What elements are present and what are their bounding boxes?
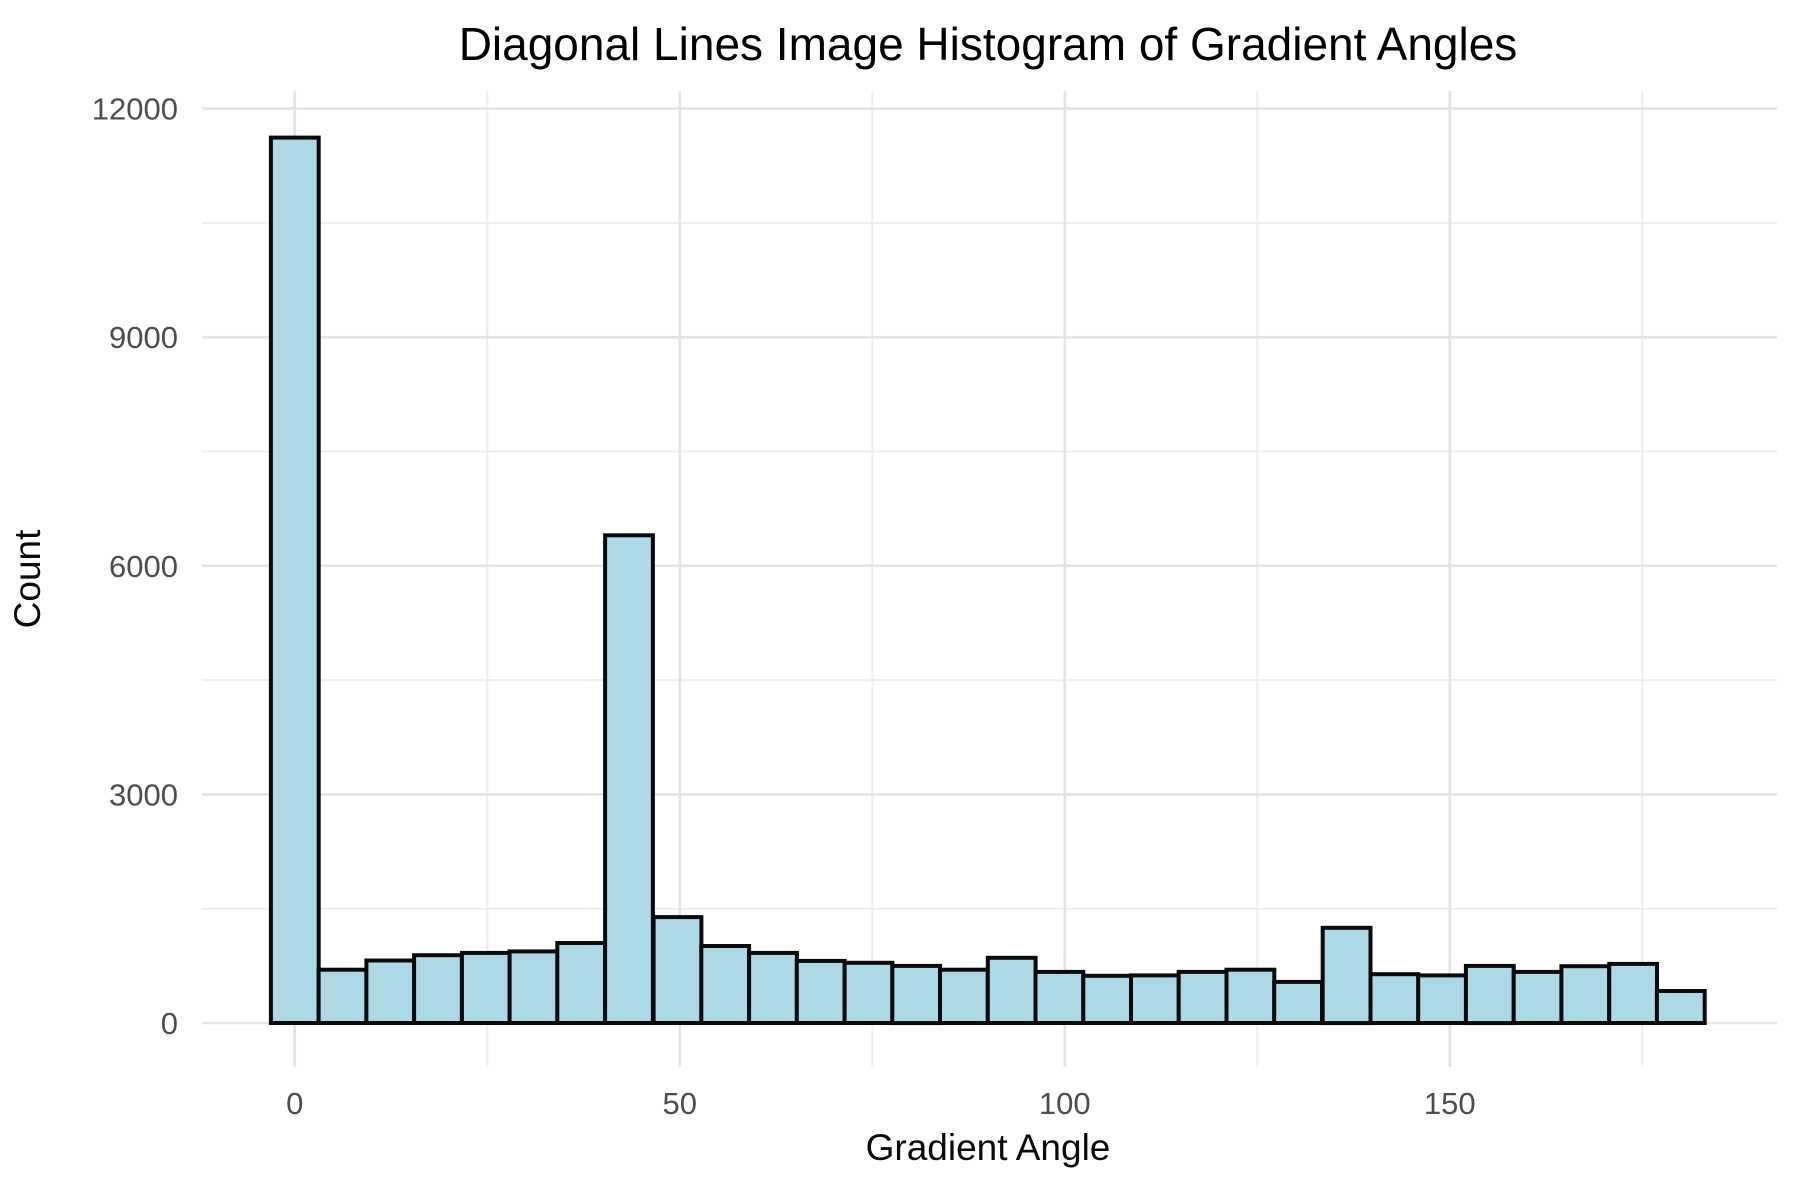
histogram-bar bbox=[1176, 969, 1229, 1026]
histogram-bar bbox=[842, 960, 895, 1025]
y-tick-label: 3000 bbox=[109, 777, 178, 812]
histogram-bars-group bbox=[268, 135, 1707, 1026]
y-tick-label: 0 bbox=[161, 1006, 178, 1041]
histogram-bar bbox=[747, 950, 799, 1026]
x-tick-label: 100 bbox=[1039, 1086, 1091, 1121]
histogram-bar bbox=[985, 955, 1038, 1025]
x-tick-label: 150 bbox=[1424, 1086, 1476, 1121]
y-axis-tick-labels: 0 3000 6000 9000 12000 bbox=[92, 92, 178, 1041]
histogram-bar bbox=[1320, 925, 1373, 1026]
histogram-bar bbox=[1416, 973, 1468, 1026]
histogram-bar bbox=[603, 533, 655, 1025]
histogram-bar bbox=[1654, 989, 1707, 1025]
histogram-bar bbox=[1511, 969, 1564, 1026]
x-axis-tick-labels: 0 50 100 150 bbox=[286, 1086, 1475, 1121]
y-axis-title: Count bbox=[7, 529, 48, 628]
histogram-bar bbox=[794, 958, 847, 1026]
minor-gridlines bbox=[202, 91, 1777, 1067]
x-axis-title: Gradient Angle bbox=[866, 1127, 1111, 1168]
histogram-bar bbox=[1368, 972, 1421, 1026]
x-tick-label: 0 bbox=[286, 1086, 303, 1121]
histogram-bar bbox=[1033, 969, 1086, 1026]
histogram-bar bbox=[938, 967, 990, 1026]
x-tick-label: 50 bbox=[663, 1086, 697, 1121]
plot-title: Diagonal Lines Image Histogram of Gradie… bbox=[459, 18, 1518, 70]
histogram-bar bbox=[1272, 979, 1324, 1026]
histogram-bar bbox=[1129, 973, 1181, 1026]
histogram-bar bbox=[651, 915, 704, 1025]
histogram-bar bbox=[412, 953, 464, 1026]
histogram-bar bbox=[890, 963, 943, 1026]
y-tick-label: 9000 bbox=[109, 320, 178, 355]
histogram-bar bbox=[364, 958, 417, 1025]
histogram-bar bbox=[316, 967, 369, 1026]
histogram-bar bbox=[1224, 967, 1277, 1026]
histogram-bar bbox=[459, 950, 512, 1026]
histogram-bar bbox=[1463, 963, 1516, 1026]
histogram-bar bbox=[1607, 961, 1659, 1026]
y-tick-label: 12000 bbox=[92, 92, 178, 127]
histogram-bar bbox=[699, 944, 752, 1025]
histogram-bar bbox=[507, 949, 560, 1026]
histogram-bar bbox=[268, 135, 321, 1026]
y-tick-label: 6000 bbox=[109, 549, 178, 584]
histogram-bar bbox=[555, 941, 608, 1025]
histogram-bar bbox=[1081, 973, 1134, 1025]
histogram-bar bbox=[1559, 964, 1612, 1026]
